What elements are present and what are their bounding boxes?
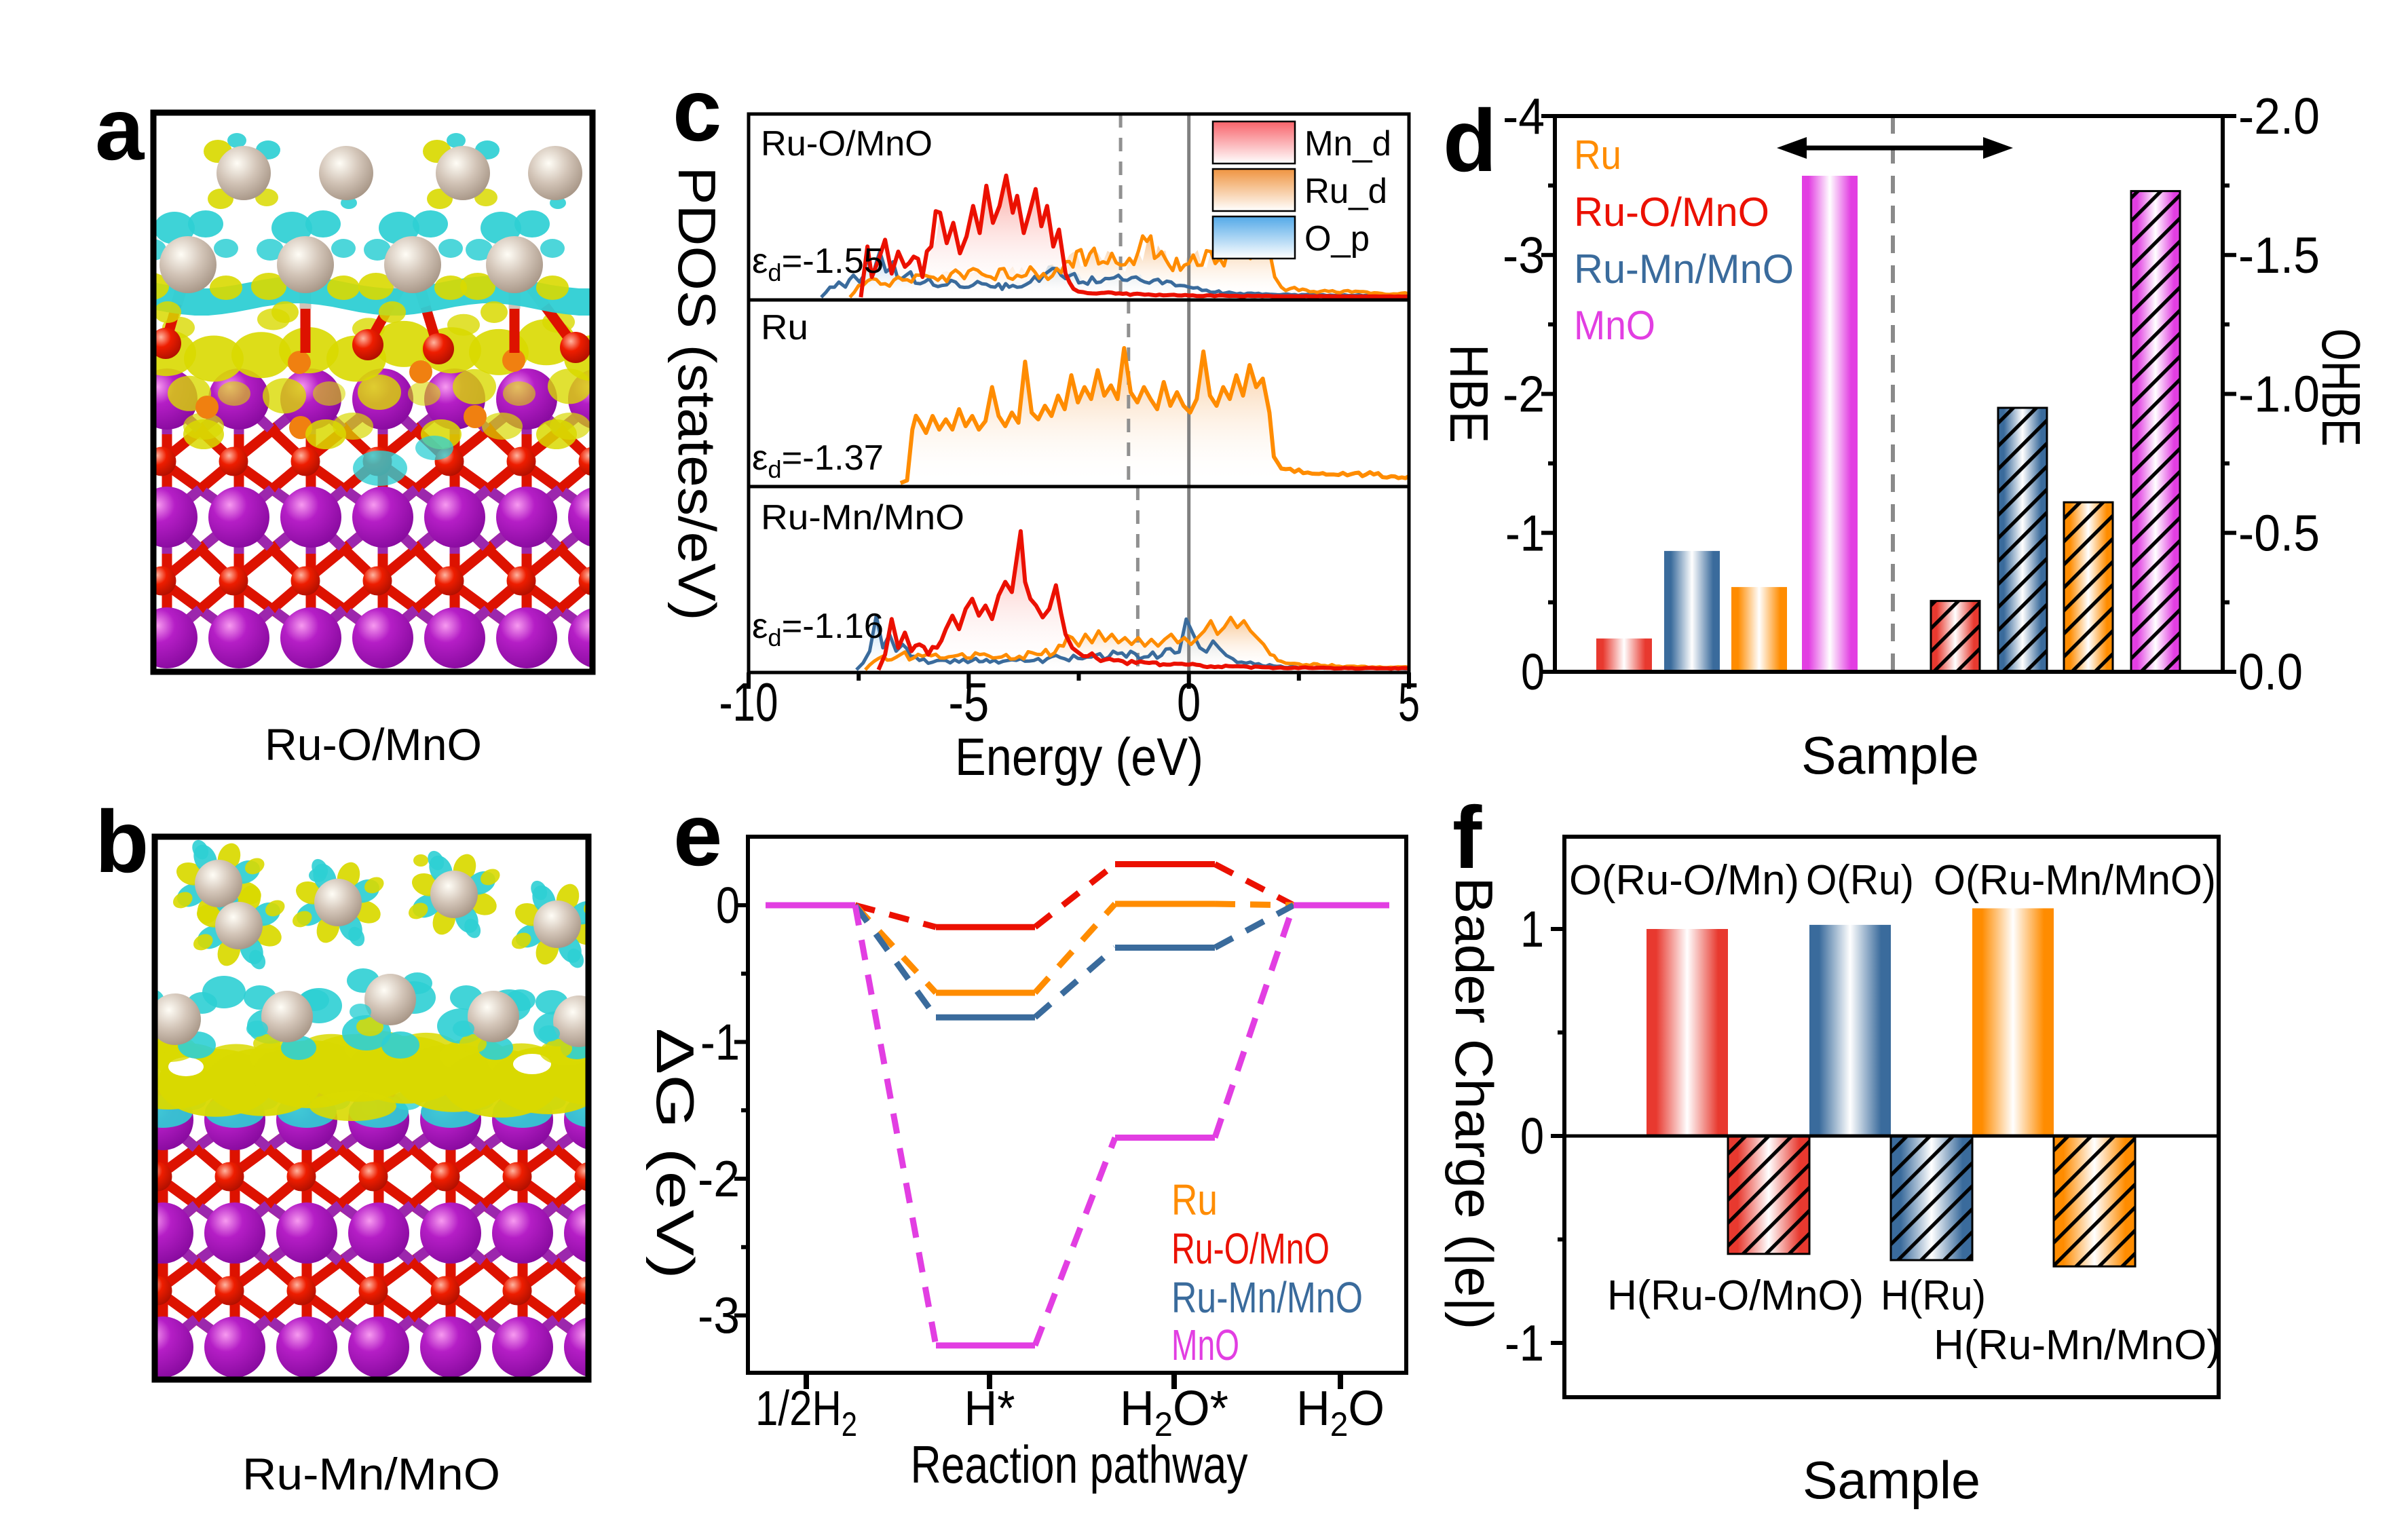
svg-text:MnO: MnO [1171, 1321, 1239, 1369]
svg-text:0: 0 [716, 877, 740, 934]
svg-text:OHBE: OHBE [2311, 328, 2371, 447]
svg-text:H(Ru-O/MnO): H(Ru-O/MnO) [1607, 1272, 1864, 1319]
svg-text:-1: -1 [700, 1014, 740, 1071]
svg-text:0: 0 [1177, 672, 1201, 732]
svg-text:f: f [1452, 788, 1482, 887]
svg-text:Ru-O/MnO: Ru-O/MnO [761, 124, 933, 164]
svg-text:-3: -3 [698, 1287, 740, 1344]
svg-text:-4: -4 [1503, 88, 1545, 145]
svg-text:c: c [673, 60, 721, 159]
svg-text:εd=-1.55: εd=-1.55 [752, 242, 884, 286]
svg-text:Ru-Mn/MnO: Ru-Mn/MnO [242, 1449, 500, 1499]
svg-text:1: 1 [1520, 900, 1544, 957]
svg-text:0: 0 [1520, 1107, 1544, 1164]
svg-text:-1.5: -1.5 [2238, 227, 2320, 284]
svg-text:-0.5: -0.5 [2238, 504, 2320, 561]
svg-text:H(Ru): H(Ru) [1881, 1272, 1986, 1319]
svg-text:-2: -2 [1503, 366, 1545, 423]
svg-text:H(Ru-Mn/MnO): H(Ru-Mn/MnO) [1934, 1322, 2221, 1369]
svg-text:-2: -2 [698, 1150, 740, 1207]
svg-text:5: 5 [1398, 672, 1420, 732]
svg-text:Ru_d: Ru_d [1304, 172, 1387, 211]
svg-text:Ru: Ru [1574, 132, 1621, 178]
svg-text:H*: H* [964, 1382, 1015, 1436]
svg-text:H2​O*: H2​O* [1120, 1382, 1228, 1443]
svg-text:PDOS (states/eV): PDOS (states/eV) [667, 167, 727, 621]
svg-text:-1: -1 [1505, 1314, 1544, 1371]
svg-text:Ru-Mn/MnO: Ru-Mn/MnO [1574, 246, 1794, 292]
svg-text:O(Ru): O(Ru) [1806, 857, 1914, 904]
svg-text:Ru-Mn/MnO: Ru-Mn/MnO [761, 498, 964, 537]
svg-text:Sample: Sample [1803, 1450, 1980, 1510]
svg-text:-3: -3 [1503, 227, 1545, 284]
svg-text:O(Ru-Mn/MnO): O(Ru-Mn/MnO) [1934, 857, 2216, 904]
svg-text:Bader Charge (|e|): Bader Charge (|e|) [1444, 877, 1504, 1330]
svg-text:Ru: Ru [1171, 1175, 1218, 1224]
svg-text:H2​O: H2​O [1296, 1382, 1385, 1443]
svg-text:0.0: 0.0 [2238, 643, 2303, 700]
svg-text:Reaction pathway: Reaction pathway [911, 1435, 1248, 1494]
svg-text:-10: -10 [719, 672, 778, 732]
svg-text:-1: -1 [1505, 504, 1545, 561]
svg-text:O_p: O_p [1304, 219, 1370, 259]
svg-text:Mn_d: Mn_d [1304, 124, 1391, 164]
svg-text:-1.0: -1.0 [2238, 366, 2320, 423]
svg-text:O(Ru-O/Mn): O(Ru-O/Mn) [1569, 857, 1799, 904]
svg-text:Energy (eV): Energy (eV) [955, 727, 1203, 786]
svg-text:Ru: Ru [761, 308, 808, 347]
svg-text:Ru-O/MnO: Ru-O/MnO [1171, 1224, 1330, 1273]
svg-text:-2.0: -2.0 [2238, 88, 2320, 145]
svg-text:MnO: MnO [1574, 303, 1655, 348]
svg-text:HBE: HBE [1439, 344, 1499, 443]
svg-text:Ru-O/MnO: Ru-O/MnO [265, 719, 482, 770]
svg-text:Ru-Mn/MnO: Ru-Mn/MnO [1171, 1273, 1363, 1322]
svg-text:ΔG (eV): ΔG (eV) [645, 1028, 705, 1279]
svg-text:-5: -5 [948, 672, 989, 732]
svg-text:a: a [95, 79, 145, 178]
svg-text:Sample: Sample [1801, 725, 1979, 785]
svg-text:e: e [673, 785, 722, 884]
svg-text:0: 0 [1521, 643, 1545, 700]
svg-text:b: b [95, 792, 149, 891]
svg-text:Ru-O/MnO: Ru-O/MnO [1574, 189, 1769, 235]
svg-text:d: d [1443, 91, 1497, 190]
svg-text:1/2H2​: 1/2H2​ [755, 1382, 857, 1443]
